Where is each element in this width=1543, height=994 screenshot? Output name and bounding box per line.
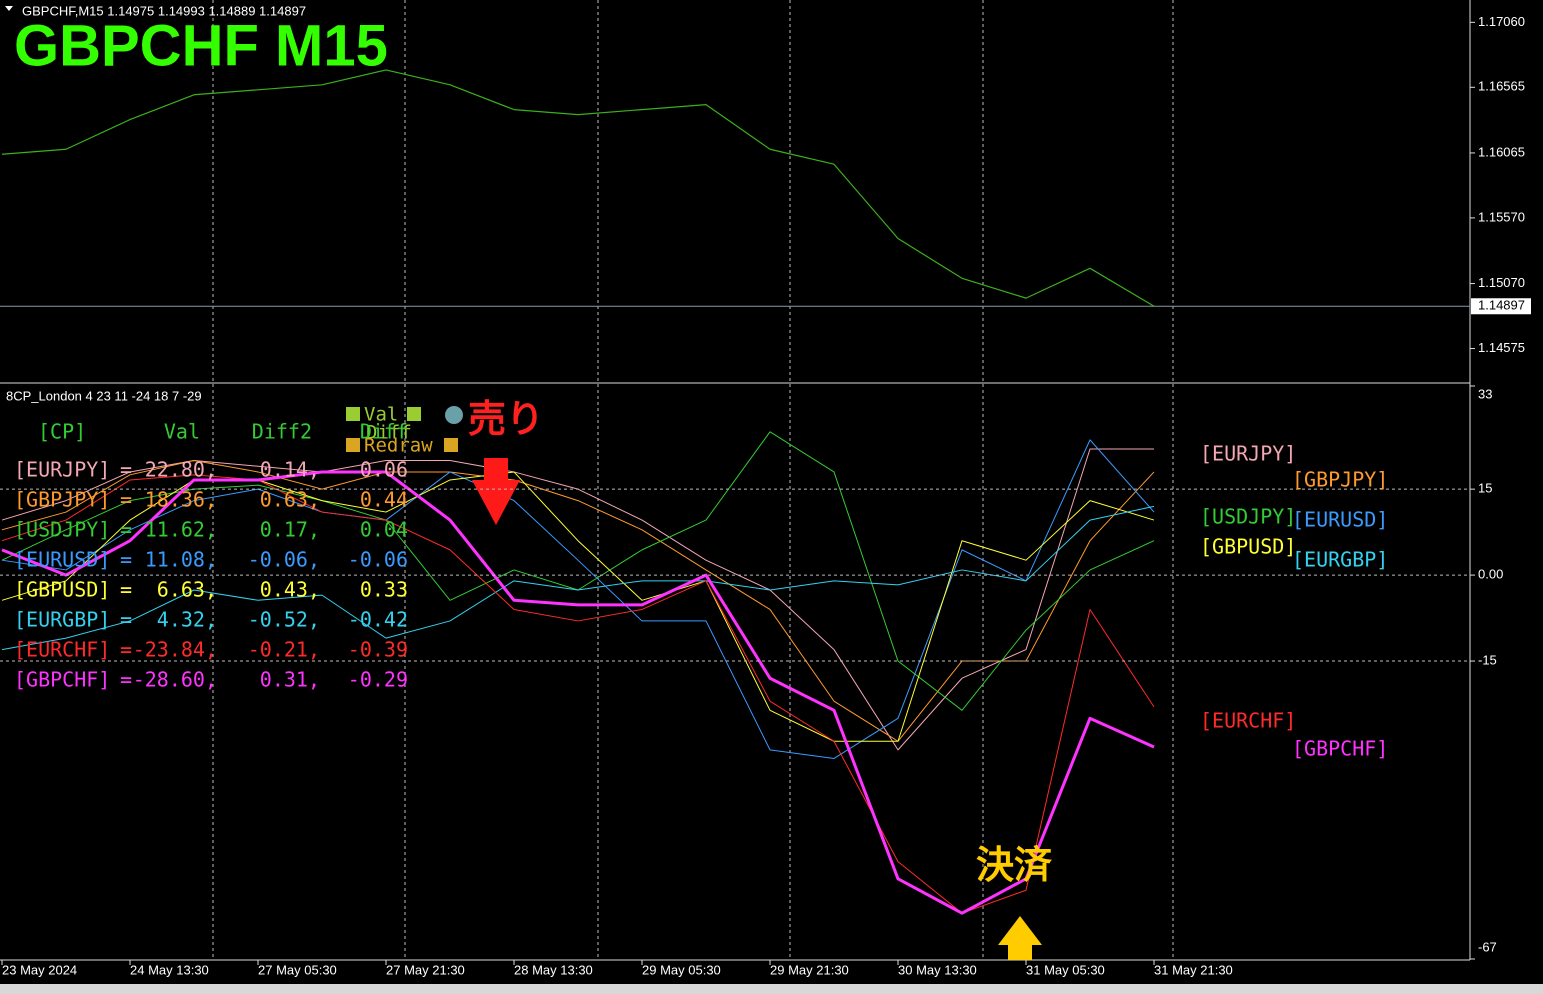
legend-entry: [EURGBP]	[1292, 548, 1388, 572]
y-tick-label: 1.16565	[1478, 79, 1525, 94]
x-tick-label: 29 May 05:30	[642, 962, 721, 977]
table-cell: 0.06	[360, 458, 408, 482]
table-cell: =	[120, 638, 132, 662]
table-cell: =	[120, 548, 132, 572]
value-table: [CP] Val Diff2 Diff [EURJPY] = 22.80, 0.14, 0.06…	[14, 420, 408, 692]
table-cell: 4.32,	[157, 608, 217, 632]
table-header: Diff	[360, 420, 408, 444]
chart-title: GBPCHF M15	[14, 13, 388, 78]
legend-entry: [GBPJPY]	[1292, 468, 1388, 492]
indicator-title: 8CP_London 4 23 11 -24 18 7 -29	[6, 388, 202, 403]
table-cell: =	[120, 578, 132, 602]
y-tick-label: 1.17060	[1478, 14, 1525, 29]
y-tick-label: 33	[1478, 386, 1492, 401]
table-cell: =	[120, 608, 132, 632]
table-header: [CP]	[38, 420, 86, 444]
sell-arrow	[472, 458, 520, 525]
table-cell: -0.39	[348, 638, 408, 662]
y-tick-label: 1.15570	[1478, 209, 1525, 224]
close-arrow	[998, 916, 1042, 960]
indicator-markers: Val Diff Redraw	[346, 404, 463, 457]
table-cell: 0.14,	[260, 458, 320, 482]
table-cell: -0.21,	[248, 638, 320, 662]
table-cell: 22.80,	[145, 458, 217, 482]
y-tick-label: -15	[1478, 652, 1497, 667]
y-tick-label: 15	[1478, 481, 1492, 496]
x-tick-label: 31 May 21:30	[1154, 962, 1233, 977]
marker-label: Diff	[366, 422, 412, 444]
y-tick-label: 1.16065	[1478, 144, 1525, 159]
table-row-name: [EURJPY]	[14, 458, 110, 482]
table-row-name: [USDJPY]	[14, 518, 110, 542]
y-tick-label: 1.14575	[1478, 340, 1525, 355]
table-cell: -0.52,	[248, 608, 320, 632]
legend-entry: [GBPCHF]	[1292, 737, 1388, 761]
x-tick-label: 29 May 21:30	[770, 962, 849, 977]
table-cell: 0.33	[360, 578, 408, 602]
current-price-box	[1471, 298, 1531, 315]
table-cell: =	[120, 518, 132, 542]
legend-entry: [EURUSD]	[1292, 508, 1388, 532]
table-cell: =	[120, 488, 132, 512]
x-tick-label: 24 May 13:30	[130, 962, 209, 977]
table-cell: 0.63,	[260, 488, 320, 512]
table-cell: 0.31,	[260, 668, 320, 692]
series-line	[1, 505, 1155, 651]
menu-triangle[interactable]	[5, 6, 13, 11]
table-row-name: [EURUSD]	[14, 548, 110, 572]
table-header: Val	[164, 420, 200, 444]
x-tick-label: 30 May 13:30	[898, 962, 977, 977]
table-cell: =	[120, 668, 132, 692]
x-tick-label: 28 May 13:30	[514, 962, 593, 977]
table-cell: -23.84,	[133, 638, 217, 662]
table-cell: 6.63,	[157, 578, 217, 602]
table-cell: -28.60,	[133, 668, 217, 692]
marker-label: Redraw	[364, 435, 433, 457]
table-cell: -0.06	[348, 548, 408, 572]
x-tick-label: 27 May 05:30	[258, 962, 337, 977]
y-tick-label: 1.15070	[1478, 275, 1525, 290]
table-cell: 11.08,	[145, 548, 217, 572]
legend-entry: [EURCHF]	[1200, 709, 1296, 733]
x-tick-label: 31 May 05:30	[1026, 962, 1105, 977]
table-cell: 0.17,	[260, 518, 320, 542]
table-cell: 0.04	[360, 518, 408, 542]
table-cell: 18.36,	[145, 488, 217, 512]
table-cell: -0.06,	[248, 548, 320, 572]
series-line	[1, 439, 1155, 759]
x-tick-label: 23 May 2024	[2, 962, 77, 977]
table-cell: 11.62,	[145, 518, 217, 542]
chart-header: GBPCHF,M15 1.14975 1.14993 1.14889 1.148…	[22, 3, 306, 18]
status-strip	[0, 984, 1543, 994]
series-line	[1, 69, 1155, 307]
table-cell: -0.29	[348, 668, 408, 692]
y-tick-label: 0.00	[1478, 567, 1503, 582]
legend-entry: [EURJPY]	[1200, 442, 1296, 466]
table-cell: =	[120, 458, 132, 482]
table-cell: 0.44	[360, 488, 408, 512]
annotation: 売り	[468, 399, 544, 441]
legend-entry: [GBPUSD]	[1200, 535, 1296, 559]
table-row-name: [GBPUSD]	[14, 578, 110, 602]
y-tick-label: -67	[1478, 939, 1497, 954]
table-row-name: [GBPJPY]	[14, 488, 110, 512]
table-row-name: [EURCHF]	[14, 638, 110, 662]
table-cell: -0.42	[348, 608, 408, 632]
table-row-name: [EURGBP]	[14, 608, 110, 632]
current-price-label: 1.14897	[1478, 298, 1525, 313]
table-row-name: [GBPCHF]	[14, 668, 110, 692]
x-tick-label: 27 May 21:30	[386, 962, 465, 977]
legend-entry: [USDJPY]	[1200, 505, 1296, 529]
table-cell: 0.43,	[260, 578, 320, 602]
marker-label: Val	[364, 404, 398, 426]
table-header: Diff2	[252, 420, 312, 444]
series-line	[1, 470, 1155, 915]
annotation: 決済	[976, 845, 1053, 887]
